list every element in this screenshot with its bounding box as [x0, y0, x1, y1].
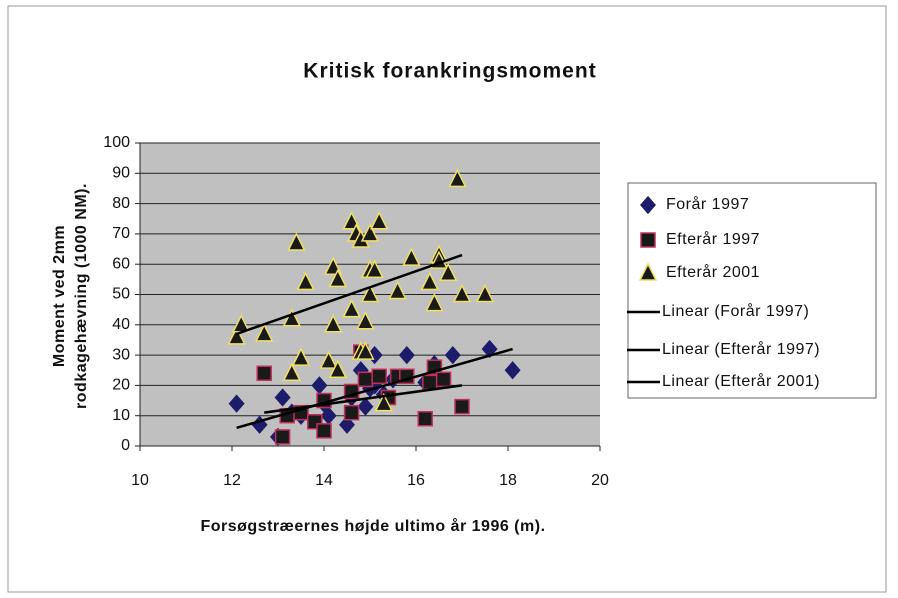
y-axis-label-line: rodkagehævning (1000 NM).: [73, 183, 90, 409]
y-tick-label: 70: [112, 225, 130, 242]
point: [316, 423, 332, 439]
point: [319, 350, 338, 369]
point: [323, 314, 343, 333]
point: [287, 232, 306, 251]
y-tick-label: 100: [103, 134, 130, 151]
point: [360, 283, 380, 303]
legend-label: Linear (Efterår 1997): [662, 340, 820, 358]
point: [422, 374, 438, 391]
point: [227, 326, 246, 345]
y-tick-label: 80: [112, 195, 130, 212]
y-tick-label: 60: [112, 255, 130, 272]
point: [291, 347, 311, 366]
legend-label: Linear (Forår 1997): [662, 302, 809, 320]
y-tick-label: 10: [112, 407, 130, 424]
point: [374, 392, 394, 412]
point: [274, 429, 291, 445]
legend-marker: [640, 195, 656, 215]
chart-title: Kritisk forankringsmoment: [303, 60, 596, 83]
frame: [7, 5, 887, 593]
x-tick-label: 18: [499, 472, 517, 489]
point: [343, 404, 360, 421]
point: [357, 371, 374, 388]
x-tick-label: 12: [223, 472, 241, 489]
point: [417, 410, 433, 427]
y-tick-label: 90: [112, 165, 130, 182]
trend-line: [236, 253, 463, 336]
y-tick-label: 0: [121, 437, 130, 454]
point: [360, 223, 380, 242]
point: [357, 397, 374, 416]
point: [452, 283, 472, 303]
point: [296, 271, 315, 291]
x-tick-label: 16: [407, 472, 425, 489]
point: [444, 345, 461, 365]
legend-label: Efterår 1997: [666, 230, 760, 248]
legend-box: [627, 182, 877, 399]
trend-line: [236, 347, 513, 430]
y-tick-label: 30: [112, 346, 130, 363]
point: [435, 371, 452, 388]
x-tick-label: 20: [591, 472, 609, 489]
point: [339, 415, 355, 434]
point: [371, 368, 387, 385]
legend-marker: [638, 262, 658, 281]
point: [228, 394, 245, 413]
point: [369, 211, 389, 230]
x-tick-label: 10: [131, 472, 149, 489]
x-axis-label: Forsøgstræernes højde ultimo år 1996 (m)…: [200, 517, 545, 535]
legend-marker: [640, 232, 656, 248]
x-tick-label: 14: [315, 472, 333, 489]
point: [274, 388, 291, 407]
legend-label: Efterår 2001: [666, 263, 760, 281]
y-tick-label: 20: [112, 377, 130, 394]
point: [475, 283, 495, 303]
point: [425, 292, 444, 312]
trend-line: [264, 384, 463, 414]
y-tick-label: 50: [112, 286, 130, 303]
legend-label: Forår 1997: [666, 195, 749, 213]
point: [282, 362, 302, 382]
point: [365, 259, 384, 279]
y-axis-label-line: Moment ved 2mm: [51, 225, 68, 367]
point: [328, 359, 348, 378]
legend-label: Linear (Efterår 2001): [662, 372, 820, 390]
point: [256, 365, 272, 382]
point: [398, 345, 415, 365]
point: [420, 271, 440, 291]
y-axis-label: Moment ved 2mm rodkagehævning (1000 NM).: [51, 183, 90, 409]
point: [356, 341, 375, 360]
point: [454, 398, 470, 415]
y-tick-label: 40: [112, 316, 130, 333]
point: [328, 268, 348, 288]
point: [481, 339, 498, 359]
point: [402, 247, 421, 266]
point: [504, 361, 521, 380]
point: [388, 280, 407, 300]
point: [282, 308, 302, 327]
point: [438, 262, 458, 282]
point: [342, 298, 361, 318]
point: [448, 168, 467, 188]
point: [356, 311, 375, 330]
point: [254, 323, 274, 342]
